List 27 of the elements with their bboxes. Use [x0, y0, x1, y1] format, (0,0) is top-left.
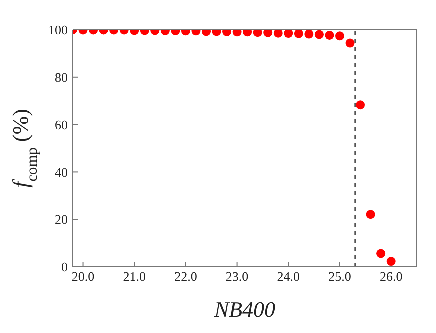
point	[386, 257, 396, 266]
point	[335, 32, 344, 41]
point	[274, 30, 283, 38]
x-tick-label: 21.0	[123, 269, 146, 284]
y-tick-label: 80	[55, 70, 68, 86]
y-tick-label: 40	[55, 164, 68, 180]
point	[284, 30, 294, 38]
point	[314, 30, 324, 40]
y-tick-label: 20	[55, 212, 68, 228]
x-tick-label: 20.0	[72, 269, 95, 284]
x-tick-label: 25.0	[328, 269, 352, 284]
x-tick-label: 22.0	[174, 269, 198, 284]
point	[356, 100, 366, 110]
x-tick-label: 26.0	[380, 269, 403, 284]
point	[294, 30, 304, 38]
point	[346, 38, 355, 48]
y-tick-label: 60	[55, 117, 68, 132]
y-tick-label: 100	[48, 22, 68, 38]
x-tick-label: 23.0	[226, 269, 249, 284]
point	[366, 210, 376, 220]
point	[304, 30, 314, 39]
point	[264, 30, 273, 38]
x-axis-title: NB400	[213, 297, 276, 322]
point	[253, 30, 262, 38]
x-tick-label: 24.0	[277, 269, 300, 284]
point	[376, 249, 386, 258]
y-tick-label: 0	[62, 260, 68, 275]
